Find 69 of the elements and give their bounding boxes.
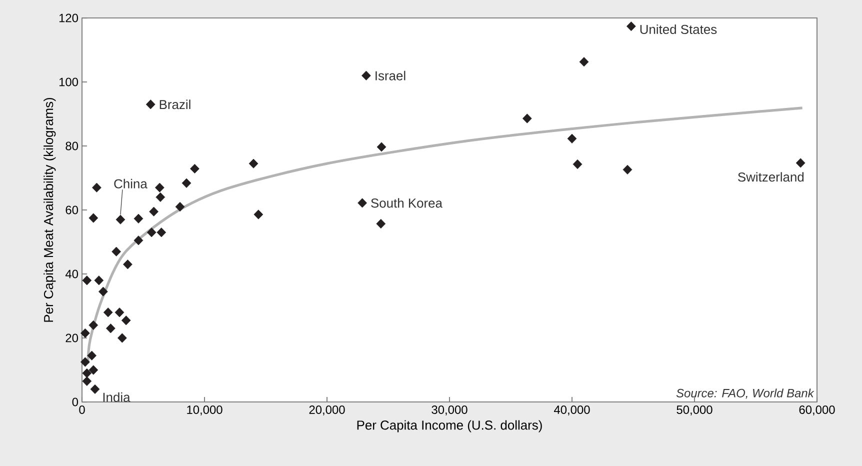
point [522,114,532,124]
point [92,182,102,192]
y-tick-label: 20 [66,334,78,342]
point [112,246,121,256]
point [114,308,124,318]
point [98,286,108,296]
point [123,260,132,270]
annotation: Switzerland [738,172,804,182]
y-tick-label: 100 [59,78,78,86]
y-tick-label: 80 [66,142,78,150]
annotation: Brazil [160,100,190,110]
y-axis-title: Per Capita Meat Availability (kilograms) [44,98,56,322]
point [572,159,582,170]
point [154,182,164,192]
annotation: South Korea [371,198,442,208]
point [376,142,386,152]
annotation: Israel [376,70,406,80]
point [376,218,386,229]
point [182,178,192,188]
point [87,350,96,360]
point [134,214,144,224]
x-tick-label: 0 [79,406,85,414]
point [116,214,126,224]
annotation: India [103,392,130,402]
point [146,228,156,238]
x-axis-title: Per Capita Income (U.S. dollars) [357,420,542,432]
point [80,328,90,338]
point [88,365,98,375]
point [88,320,98,330]
point [358,198,367,208]
y-tick-label: 60 [66,206,78,214]
point [149,206,158,216]
x-tick-label: 10,000 [187,406,222,416]
point [103,308,113,318]
annotation: Source: FAO, World Bank [676,388,814,399]
point [626,22,636,32]
x-tick-label: 30,000 [432,406,468,416]
point [579,57,589,67]
annotation: United States [640,24,717,34]
point [134,236,144,246]
point [567,134,577,144]
point [94,276,104,286]
point [190,164,200,174]
point [90,384,100,394]
x-tick-label: 20,000 [309,406,345,416]
point [106,324,116,334]
x-tick-label: 50,000 [676,406,712,416]
point [175,202,185,212]
point [80,357,90,367]
point [622,164,632,174]
point [82,368,92,378]
point [146,100,156,110]
y-tick-label: 0 [72,398,78,406]
point [156,192,166,202]
point [156,228,166,238]
y-tick-label: 40 [65,270,78,278]
point [248,158,258,168]
point [362,70,371,80]
point [118,333,127,343]
point [82,376,92,386]
y-tick-label: 120 [59,14,78,22]
point [88,213,98,223]
x-tick-label: 60,000 [799,406,835,416]
point [121,316,131,326]
point [82,276,92,286]
annotation: China [114,178,148,188]
point [796,158,806,168]
x-tick-label: 40,000 [554,406,590,416]
point [254,210,264,220]
